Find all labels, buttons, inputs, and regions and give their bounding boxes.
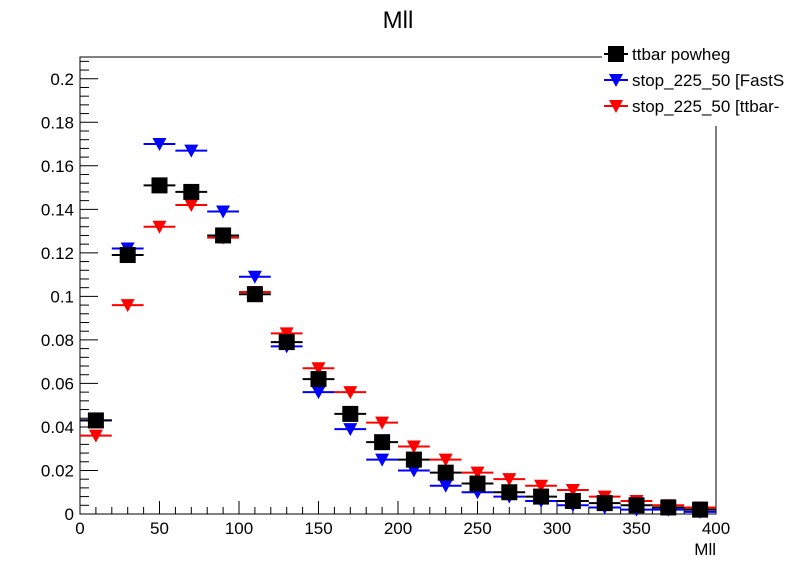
data-point bbox=[470, 466, 485, 480]
data-point bbox=[437, 464, 454, 481]
data-point bbox=[310, 371, 327, 388]
chart-title: Mll bbox=[383, 7, 414, 34]
series-2 bbox=[80, 198, 716, 515]
data-point bbox=[374, 434, 391, 451]
axes: 0 50 100 150 200 250 300 350 400 0 0.02 0.04 0.06 0.0… bbox=[41, 60, 730, 538]
data-point bbox=[88, 429, 103, 443]
data-point bbox=[405, 451, 422, 468]
data-point bbox=[119, 247, 136, 264]
x-axis-title: Mll bbox=[694, 540, 716, 559]
data-point bbox=[152, 220, 167, 234]
data-point bbox=[311, 386, 326, 400]
x-tick-label: 350 bbox=[622, 519, 650, 538]
data-point bbox=[438, 479, 453, 493]
data-point bbox=[406, 440, 421, 454]
y-tick-label: 0.2 bbox=[50, 70, 74, 89]
data-layer bbox=[80, 138, 716, 519]
legend-marker bbox=[608, 46, 624, 62]
data-point bbox=[565, 484, 580, 498]
y-tick-label: 0.06 bbox=[41, 374, 74, 393]
data-point bbox=[406, 464, 421, 478]
x-tick-label: 400 bbox=[702, 519, 730, 538]
legend: ttbar powheg stop_225_50 [FastS stop_225_5… bbox=[602, 40, 796, 126]
data-point bbox=[183, 183, 200, 200]
data-point bbox=[279, 327, 294, 341]
data-point bbox=[534, 479, 549, 493]
legend-marker bbox=[609, 74, 623, 87]
data-point bbox=[438, 453, 453, 467]
data-point bbox=[184, 144, 199, 158]
data-point bbox=[660, 499, 677, 516]
legend-marker bbox=[609, 100, 623, 113]
data-point bbox=[151, 177, 168, 194]
data-point bbox=[215, 227, 232, 244]
y-tick-label: 0.02 bbox=[41, 461, 74, 480]
data-point bbox=[247, 270, 262, 284]
data-point bbox=[184, 198, 199, 212]
data-point bbox=[469, 475, 486, 492]
data-point bbox=[375, 416, 390, 430]
data-point bbox=[246, 286, 263, 303]
x-tick-label: 100 bbox=[225, 519, 253, 538]
data-point bbox=[311, 362, 326, 376]
y-tick-label: 0.14 bbox=[41, 200, 74, 219]
y-tick-label: 0.1 bbox=[50, 287, 74, 306]
data-point bbox=[596, 495, 613, 512]
x-tick-label: 0 bbox=[75, 519, 84, 538]
data-point bbox=[564, 492, 581, 509]
data-point bbox=[342, 405, 359, 422]
y-tick-label: 0.12 bbox=[41, 244, 74, 263]
data-point bbox=[120, 299, 135, 313]
legend-box bbox=[602, 40, 796, 126]
data-point bbox=[501, 484, 518, 501]
y-tick-label: 0 bbox=[65, 505, 74, 524]
data-point bbox=[343, 423, 358, 437]
series-1 bbox=[80, 138, 716, 519]
data-point bbox=[628, 497, 645, 514]
legend-label: stop_225_50 [FastS bbox=[632, 71, 784, 90]
data-point bbox=[502, 473, 517, 487]
data-point bbox=[278, 334, 295, 351]
data-point bbox=[692, 501, 709, 518]
data-point bbox=[533, 488, 550, 505]
y-tick-label: 0.08 bbox=[41, 331, 74, 350]
x-tick-label: 300 bbox=[543, 519, 571, 538]
x-tick-label: 50 bbox=[150, 519, 169, 538]
data-point bbox=[375, 453, 390, 467]
data-point bbox=[216, 205, 231, 219]
x-tick-label: 250 bbox=[463, 519, 491, 538]
data-point bbox=[343, 386, 358, 400]
legend-label: ttbar powheg bbox=[632, 45, 730, 64]
legend-label: stop_225_50 [ttbar- bbox=[632, 97, 779, 116]
data-point bbox=[152, 138, 167, 152]
x-tick-label: 150 bbox=[304, 519, 332, 538]
y-tick-label: 0.18 bbox=[41, 113, 74, 132]
data-point bbox=[87, 412, 104, 429]
series-0 bbox=[80, 177, 716, 518]
x-tick-label: 200 bbox=[384, 519, 412, 538]
y-tick-label: 0.16 bbox=[41, 157, 74, 176]
y-tick-label: 0.04 bbox=[41, 418, 74, 437]
